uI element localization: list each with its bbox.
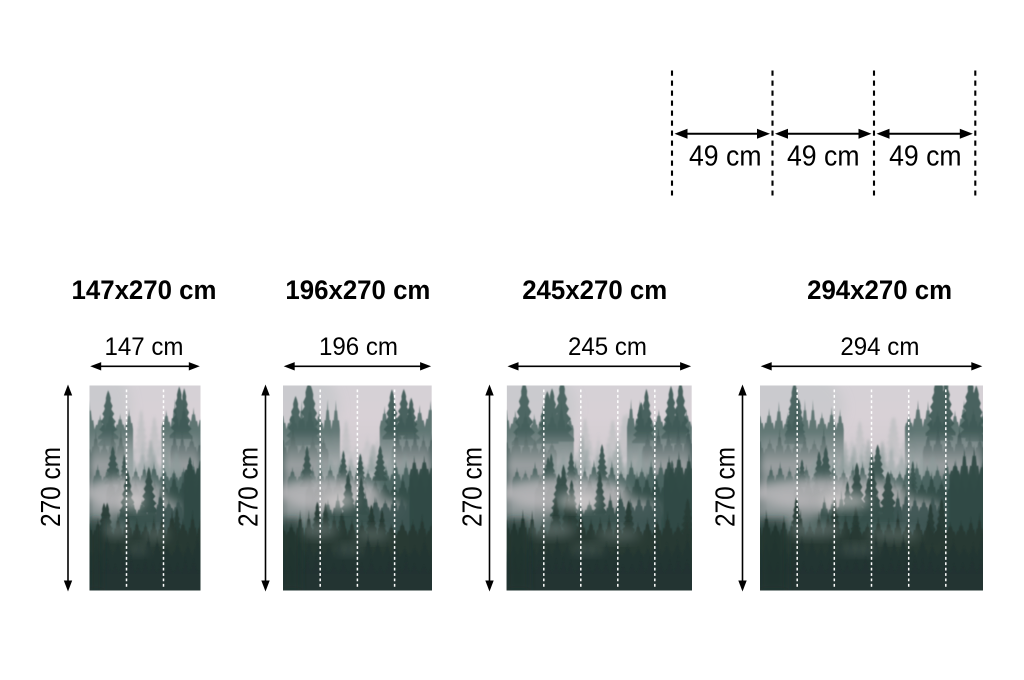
svg-text:49 cm: 49 cm [787,141,860,173]
svg-text:294x270 cm: 294x270 cm [807,275,952,305]
svg-text:49 cm: 49 cm [689,141,762,173]
svg-text:270 cm: 270 cm [710,447,741,527]
svg-text:147x270 cm: 147x270 cm [72,275,217,305]
svg-text:245x270 cm: 245x270 cm [522,275,667,305]
svg-text:245 cm: 245 cm [568,333,647,361]
svg-text:196x270 cm: 196x270 cm [285,275,430,305]
svg-text:196 cm: 196 cm [319,333,398,361]
svg-text:270 cm: 270 cm [233,447,264,527]
svg-text:270 cm: 270 cm [457,447,488,527]
svg-text:270 cm: 270 cm [35,447,66,527]
svg-text:294 cm: 294 cm [840,333,919,361]
svg-text:49 cm: 49 cm [889,141,962,173]
svg-text:147 cm: 147 cm [105,333,184,361]
